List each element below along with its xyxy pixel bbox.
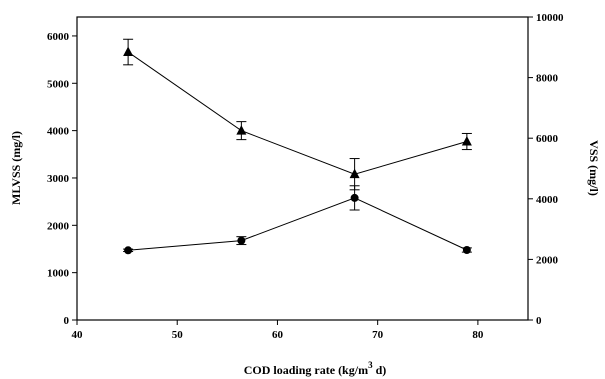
y-right-tick-label: 4000 bbox=[536, 194, 559, 206]
y-left-tick-label: 2000 bbox=[47, 220, 70, 232]
x-axis-title: COD loading rate (kg/m3 d) bbox=[244, 360, 387, 377]
series-line-circle bbox=[128, 197, 468, 251]
axes bbox=[76, 16, 529, 321]
y-left-tick-label: 1000 bbox=[47, 268, 70, 280]
y-left-tick-label: 3000 bbox=[47, 173, 70, 185]
plot-frame bbox=[76, 16, 529, 321]
series-triangle bbox=[123, 38, 472, 191]
circle-point bbox=[462, 246, 471, 255]
y-left-tick-label: 0 bbox=[64, 315, 70, 327]
series-circle bbox=[123, 185, 472, 255]
series bbox=[123, 38, 472, 255]
y-right-tick-label: 2000 bbox=[536, 254, 559, 266]
triangle-point bbox=[123, 46, 134, 57]
x-tick-label: 60 bbox=[272, 329, 284, 341]
circle-point bbox=[124, 246, 133, 255]
x-tick-label: 80 bbox=[472, 329, 484, 341]
x-tick-label: 70 bbox=[372, 329, 384, 341]
y-right-axis-title: VSS (mg/l) bbox=[587, 140, 601, 196]
series-line-triangle bbox=[127, 51, 468, 175]
circle-point bbox=[350, 193, 359, 202]
x-axis-title-main: COD loading rate (kg/m bbox=[244, 363, 368, 377]
y-left-tick-label: 4000 bbox=[47, 126, 70, 138]
x-tick-label: 50 bbox=[172, 329, 184, 341]
ticks: 40 50 60 70 80 0 1000 2000 3000 4000 5000 6000 0 2000… bbox=[47, 12, 564, 341]
y-left-tick-label: 6000 bbox=[47, 31, 70, 43]
y-left-axis-title: MLVSS (mg/l) bbox=[9, 131, 23, 205]
y-right-tick-label: 10000 bbox=[536, 12, 564, 24]
x-axis-title-tail: d) bbox=[373, 363, 387, 377]
y-right-tick-label: 6000 bbox=[536, 133, 559, 145]
y-right-tick-label: 8000 bbox=[536, 73, 559, 85]
y-left-tick-label: 5000 bbox=[47, 78, 70, 90]
triangle-point bbox=[236, 125, 247, 135]
x-axis-title-superscript: 3 bbox=[368, 360, 373, 370]
x-tick-label: 40 bbox=[72, 329, 84, 341]
y-right-tick-label: 0 bbox=[536, 315, 542, 327]
triangle-point bbox=[349, 168, 360, 179]
triangle-point bbox=[461, 136, 472, 146]
circle-point bbox=[237, 236, 246, 245]
